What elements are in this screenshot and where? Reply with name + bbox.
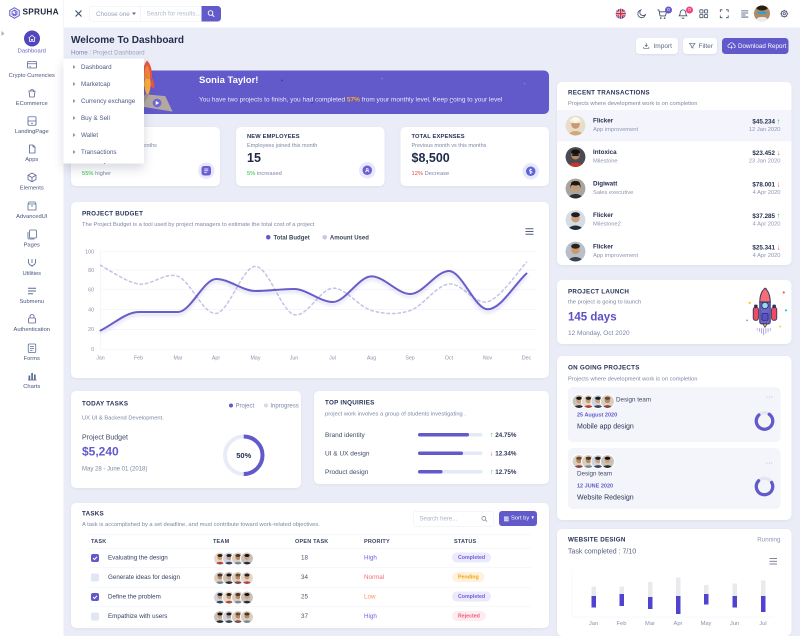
svg-text:Apr: Apr	[212, 356, 220, 362]
svg-text:Oct: Oct	[445, 356, 454, 362]
svg-text:May: May	[251, 356, 261, 362]
svg-text:Dec: Dec	[522, 356, 532, 362]
svg-text:60: 60	[88, 288, 94, 294]
svg-text:Mar: Mar	[645, 621, 655, 627]
svg-text:Jun: Jun	[290, 356, 299, 362]
svg-text:Mar: Mar	[173, 356, 182, 362]
svg-text:0: 0	[91, 347, 94, 353]
svg-text:80: 80	[88, 268, 94, 274]
svg-text:Apr: Apr	[674, 621, 683, 627]
svg-text:50%: 50%	[236, 451, 251, 460]
svg-text:Jan: Jan	[589, 621, 598, 627]
svg-text:40: 40	[88, 307, 94, 313]
svg-text:Feb: Feb	[617, 621, 627, 627]
svg-text:Aug: Aug	[367, 356, 376, 362]
svg-text:Sep: Sep	[405, 356, 414, 362]
svg-text:May: May	[701, 621, 712, 627]
svg-text:Nov: Nov	[483, 356, 493, 362]
svg-text:100: 100	[85, 250, 94, 256]
svg-text:20: 20	[88, 327, 94, 333]
svg-text:Feb: Feb	[134, 356, 143, 362]
svg-text:Jan: Jan	[96, 356, 105, 362]
svg-text:Jul: Jul	[759, 621, 766, 627]
svg-text:Jul: Jul	[329, 356, 336, 362]
svg-text:Jun: Jun	[730, 621, 739, 627]
